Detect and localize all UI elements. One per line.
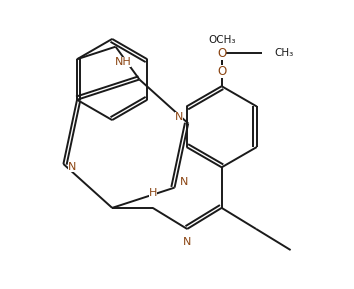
Text: O: O bbox=[217, 47, 226, 60]
Text: NH: NH bbox=[115, 57, 131, 67]
Text: N: N bbox=[68, 162, 76, 172]
Text: N: N bbox=[175, 112, 183, 123]
Text: N: N bbox=[183, 238, 192, 247]
Text: CH₃: CH₃ bbox=[274, 48, 293, 58]
Text: O: O bbox=[217, 65, 226, 78]
Text: OCH₃: OCH₃ bbox=[208, 35, 235, 45]
Text: N: N bbox=[179, 177, 188, 187]
Text: H: H bbox=[149, 188, 157, 198]
